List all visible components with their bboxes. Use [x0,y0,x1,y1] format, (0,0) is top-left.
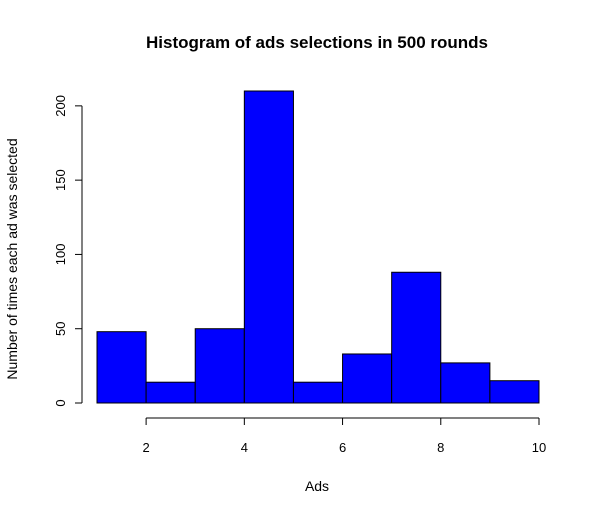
y-tick-label: 0 [53,399,68,406]
x-tick-label: 10 [532,440,546,455]
histogram-bar-8 [440,362,491,404]
histogram-bar-9 [489,380,540,404]
y-axis-label: Number of times each ad was selected [4,138,20,379]
histogram-bar-3 [194,328,245,404]
x-axis-label: Ads [305,478,329,494]
x-tick-label: 2 [142,440,149,455]
histogram-bar-2 [145,381,196,404]
y-tick-label: 150 [53,169,68,191]
y-tick-label: 50 [53,321,68,335]
histogram-bar-4 [243,90,294,404]
y-tick-label: 200 [53,95,68,117]
histogram-bar-6 [342,353,393,404]
x-tick-label: 4 [241,440,248,455]
x-tick-label: 8 [437,440,444,455]
y-axis: 0 50 100 150 200 [53,95,83,407]
histogram-bar-7 [391,271,442,404]
histogram-bar-5 [292,381,344,404]
y-tick-label: 100 [53,244,68,266]
bars-group [96,90,540,404]
chart-title: Histogram of ads selections in 500 round… [146,33,488,52]
histogram-bar-1 [96,331,147,404]
x-tick-label: 6 [339,440,346,455]
x-axis: 2 4 6 8 10 [142,417,546,455]
